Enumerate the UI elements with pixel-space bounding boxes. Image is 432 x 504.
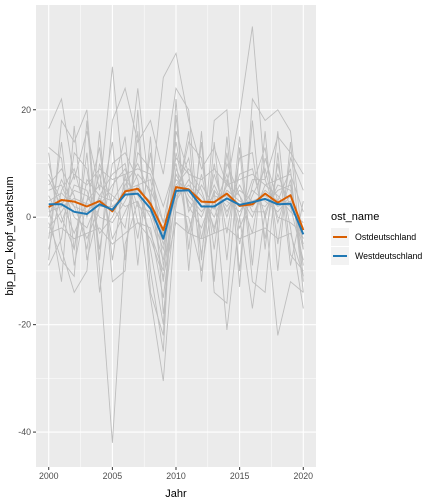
- x-axis-title: Jahr: [165, 488, 187, 500]
- background-series-line: [48, 26, 304, 202]
- x-tick-label: 2015: [230, 471, 250, 481]
- legend-label: Ostdeutschland: [355, 232, 416, 242]
- background-series-line: [48, 221, 304, 278]
- y-tick-label: 20: [21, 105, 31, 115]
- x-axis: 2000 2005 2010 2015 2020: [39, 467, 313, 481]
- background-series-line: [48, 115, 304, 352]
- series-line-westdeutschland: [48, 189, 305, 240]
- x-tick-label: 2005: [103, 471, 123, 481]
- legend-entry-westdeutschland: Westdeutschland: [331, 247, 422, 265]
- x-tick-label: 2010: [166, 471, 186, 481]
- y-tick-label: 0: [26, 212, 31, 222]
- y-tick-label: -20: [18, 320, 31, 330]
- legend: ost_name Ostdeutschland Westdeutschland: [331, 211, 422, 265]
- y-axis: -40 -20 0 20: [18, 105, 36, 437]
- legend-label: Westdeutschland: [355, 251, 422, 261]
- background-series-line: [48, 131, 304, 314]
- legend-entry-ostdeutschland: Ostdeutschland: [331, 228, 416, 246]
- background-series-line: [48, 98, 304, 336]
- background-series-line: [48, 140, 304, 266]
- y-axis-title: bip_pro_kopf_wachstum: [4, 176, 16, 295]
- x-tick-label: 2000: [39, 471, 59, 481]
- background-series-line: [48, 86, 304, 288]
- legend-title: ost_name: [331, 211, 379, 223]
- background-series-line: [48, 157, 304, 223]
- legend-entries: Ostdeutschland Westdeutschland: [331, 228, 422, 265]
- highlight-series-lines: [48, 186, 305, 240]
- y-tick-label: -40: [18, 427, 31, 437]
- series-line-ostdeutschland: [48, 186, 305, 232]
- x-tick-label: 2020: [293, 471, 313, 481]
- background-series-line: [48, 120, 304, 443]
